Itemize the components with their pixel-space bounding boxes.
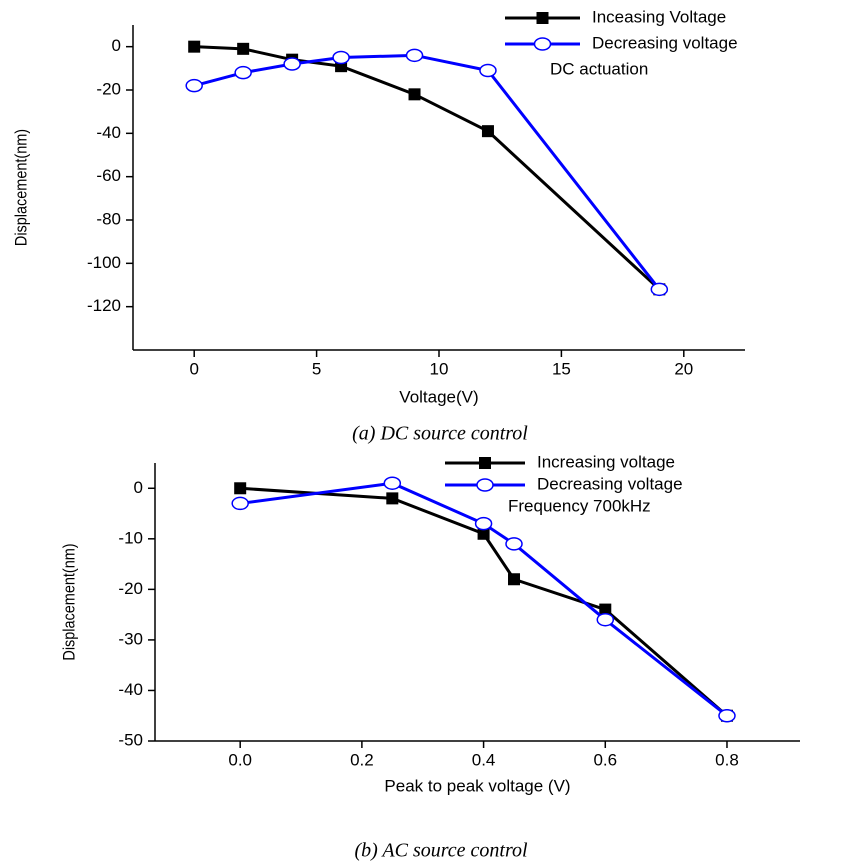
x-tick-label: 10 — [430, 359, 449, 378]
annotation: DC actuation — [550, 59, 648, 78]
legend-marker — [476, 478, 494, 492]
marker-square — [234, 482, 247, 495]
legend-label: Increasing voltage — [537, 452, 675, 471]
marker-circle — [332, 50, 350, 65]
marker-circle — [718, 708, 736, 723]
marker-circle — [234, 65, 252, 80]
legend-marker — [533, 37, 552, 51]
annotation: Frequency 700kHz — [508, 496, 651, 515]
x-tick-label: 20 — [674, 359, 693, 378]
x-tick-label: 5 — [312, 359, 321, 378]
y-axis-label: Displacement(nm) — [60, 543, 78, 660]
marker-circle — [283, 57, 301, 71]
y-tick-label: -120 — [87, 296, 121, 315]
legend-marker — [536, 12, 549, 24]
y-tick-label: -40 — [96, 123, 121, 142]
y-tick-label: -50 — [118, 730, 143, 749]
marker-square — [481, 125, 494, 138]
y-tick-label: -80 — [96, 209, 121, 228]
y-tick-label: -60 — [96, 166, 121, 185]
marker-circle — [596, 612, 615, 627]
y-tick-label: 0 — [134, 478, 143, 497]
y-tick-label: -100 — [87, 253, 121, 272]
x-tick-label: 0.6 — [593, 750, 617, 769]
y-tick-label: -40 — [118, 680, 143, 699]
y-axis-label: Displacement(nm) — [12, 129, 30, 246]
series-line — [239, 481, 728, 717]
caption: (b) AC source control — [354, 840, 528, 862]
marker-circle — [479, 63, 497, 78]
marker-square — [408, 88, 421, 101]
marker-square — [508, 573, 521, 586]
marker-square — [599, 603, 612, 616]
series-line — [193, 53, 661, 291]
marker-circle — [650, 282, 669, 297]
y-tick-label: -20 — [96, 79, 121, 98]
x-tick-label: 0.8 — [715, 750, 739, 769]
x-tick-label: 0 — [189, 359, 198, 378]
x-tick-label: 15 — [552, 359, 571, 378]
legend-marker — [479, 457, 491, 469]
caption: (a) DC source control — [352, 423, 528, 445]
series-line — [240, 486, 728, 717]
marker-circle — [185, 78, 203, 93]
series-line — [194, 45, 661, 291]
marker-square — [188, 40, 201, 53]
y-tick-label: -30 — [118, 629, 143, 648]
legend-label: Inceasing Voltage — [592, 7, 726, 26]
marker-square — [237, 42, 250, 55]
x-axis-label: Peak to peak voltage (V) — [384, 776, 570, 795]
x-tick-label: 0.4 — [472, 750, 496, 769]
x-tick-label: 0.0 — [228, 750, 252, 769]
marker-circle — [505, 537, 523, 551]
y-tick-label: -10 — [118, 528, 143, 547]
marker-circle — [474, 516, 493, 531]
marker-square — [477, 527, 490, 540]
marker-circle — [231, 496, 249, 511]
marker-circle — [383, 476, 402, 490]
x-axis-label: Voltage(V) — [399, 387, 478, 406]
y-tick-label: -20 — [118, 579, 143, 598]
marker-square — [386, 492, 399, 505]
legend-label: Decreasing voltage — [592, 33, 738, 52]
marker-circle — [405, 48, 424, 63]
y-tick-label: 0 — [112, 36, 121, 55]
x-tick-label: 0.2 — [350, 750, 374, 769]
legend-label: Decreasing voltage — [537, 474, 683, 493]
